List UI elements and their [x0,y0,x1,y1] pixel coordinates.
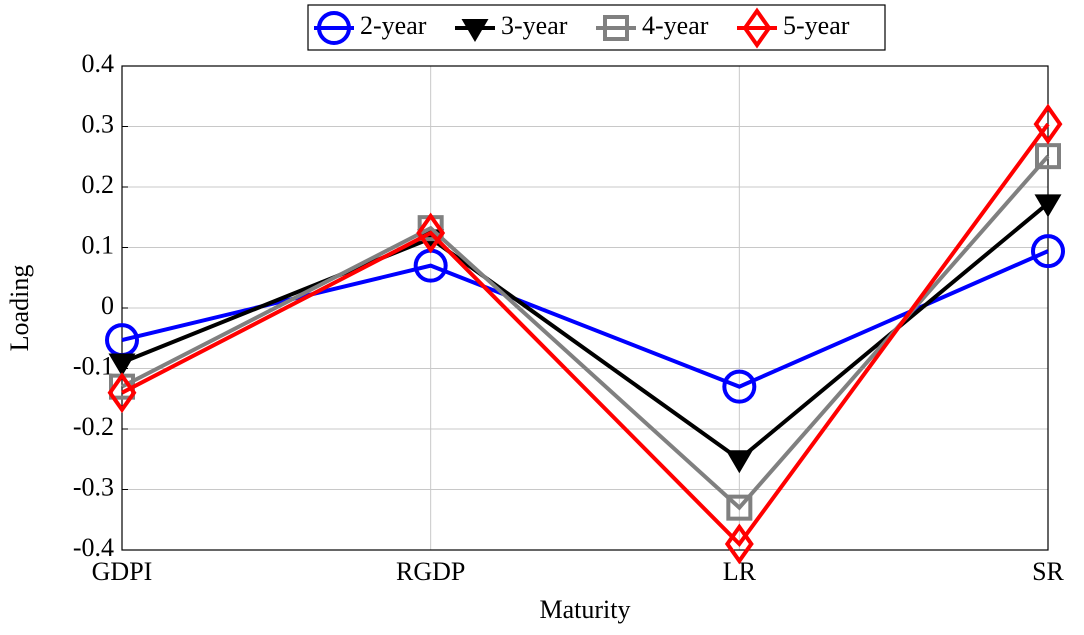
y-tick-label: 0.4 [82,49,115,78]
legend-label: 2-year [360,11,427,40]
series-line [121,122,1050,548]
marker [317,11,351,45]
marker [1034,194,1062,218]
legend-label: 5-year [783,11,850,40]
marker [108,353,136,377]
y-tick-label: -0.4 [73,533,114,562]
y-tick-label: -0.1 [73,351,114,380]
y-tick-label: 0.2 [82,170,115,199]
marker [725,450,753,474]
y-tick-label: 0 [101,291,114,320]
y-tick-label: 0.3 [82,109,115,138]
marker [461,19,489,42]
marker [724,523,754,565]
marker [107,372,137,414]
series-line [121,201,1050,462]
marker [742,7,772,49]
x-tick-label: RGDP [396,557,465,586]
marker [1031,234,1065,269]
marker [603,15,629,41]
y-tick-label: -0.2 [73,412,114,441]
plot-frame [121,65,1049,551]
y-axis-label: Loading [5,265,34,352]
legend: 2-year 3-year 4-year 5-year [307,4,886,51]
legend-label: 4-year [642,11,709,40]
y-tick-label: -0.3 [73,472,114,501]
y-tick-label: 0.1 [82,230,115,259]
series-line [121,249,1049,389]
x-tick-label: SR [1032,557,1064,586]
x-axis-label: Maturity [540,595,631,624]
series-line [121,154,1050,511]
legend-label: 3-year [501,11,568,40]
marker [416,212,446,254]
marker [726,494,753,521]
x-tick-label: GDPI [92,557,153,586]
marker [1033,103,1063,145]
marker [722,369,757,404]
marker [1035,143,1061,170]
